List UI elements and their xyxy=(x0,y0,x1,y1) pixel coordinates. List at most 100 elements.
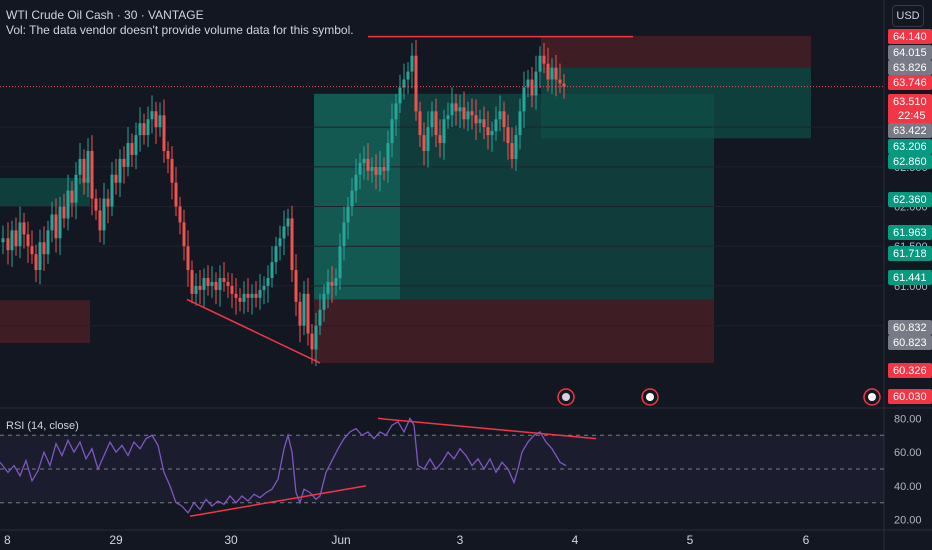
candle-body xyxy=(30,246,34,255)
candle-body xyxy=(502,111,506,128)
time-tick-label: 29 xyxy=(109,533,123,547)
currency-button[interactable]: USD xyxy=(892,5,924,27)
candle-body xyxy=(542,55,546,64)
price-tag-label: 61.718 xyxy=(893,248,927,260)
candle-body xyxy=(254,293,258,298)
candle-body xyxy=(510,143,514,159)
price-tag-bg xyxy=(888,94,932,124)
candle-body xyxy=(154,111,158,128)
flag-icon-core xyxy=(868,393,876,401)
price-tag: 60.823 xyxy=(888,335,932,350)
candle-body xyxy=(482,119,486,128)
candle-body xyxy=(378,166,382,175)
rsi-title: RSI (14, close) xyxy=(6,420,79,432)
price-tag: 61.963 xyxy=(888,225,932,240)
price-tag-bg xyxy=(888,270,932,285)
candle-body xyxy=(58,206,62,239)
candle-body xyxy=(322,293,326,310)
candle-body xyxy=(494,119,498,132)
price-tag-label: 60.326 xyxy=(893,365,927,377)
candle-body xyxy=(222,277,226,282)
candle-body xyxy=(138,123,142,136)
candle-body xyxy=(366,158,370,171)
price-tag-label: 60.030 xyxy=(893,391,927,403)
candle-body xyxy=(78,158,82,175)
candle-body xyxy=(14,230,18,247)
candle-body xyxy=(478,119,482,124)
candle-body xyxy=(546,63,550,80)
rsi-tick-label: 80.00 xyxy=(894,413,922,425)
candle-body xyxy=(550,67,554,80)
candle-body xyxy=(46,230,50,255)
candle-body xyxy=(186,246,190,271)
price-trendline xyxy=(186,298,321,364)
candle-body xyxy=(182,222,186,247)
price-tag-bg xyxy=(888,29,932,44)
candle-body xyxy=(234,293,238,298)
rsi-tick-label: 40.00 xyxy=(894,481,922,493)
flag-icon xyxy=(863,388,881,406)
candle-body xyxy=(490,131,494,136)
candle-body xyxy=(390,119,394,144)
candle-body xyxy=(446,115,450,120)
candle-body xyxy=(174,182,178,207)
candle-body xyxy=(86,150,90,183)
price-tag: 62.360 xyxy=(888,192,932,207)
candle-body xyxy=(178,206,182,223)
candle-body xyxy=(406,71,410,80)
candle-body xyxy=(118,158,122,183)
time-tick-label: 8 xyxy=(4,533,11,547)
candle-body xyxy=(318,309,322,326)
price-tag-label: 61.441 xyxy=(893,272,927,284)
candle-body xyxy=(498,111,502,120)
entry-highlight xyxy=(314,93,400,300)
lightning-icon-core xyxy=(562,393,570,401)
candle-body xyxy=(298,301,302,326)
candle-body xyxy=(126,143,130,167)
price-tag: 60.832 xyxy=(888,320,932,335)
price-tag-bg xyxy=(888,246,932,261)
candle-body xyxy=(306,293,310,334)
candle-body xyxy=(562,83,566,87)
price-tag-label: 63.510 xyxy=(893,96,927,108)
candle-body xyxy=(278,238,282,247)
candle-body xyxy=(522,87,526,112)
price-tag: 61.441 xyxy=(888,270,932,285)
candle-body xyxy=(238,297,242,302)
candle-body xyxy=(558,79,562,84)
flag-icon xyxy=(641,388,659,406)
candle-body xyxy=(418,111,422,136)
candle-body xyxy=(262,285,266,290)
candle-body xyxy=(362,158,366,163)
candle-body xyxy=(218,277,222,290)
long-stop-zone-1 xyxy=(0,300,90,344)
candle-body xyxy=(338,246,342,278)
candle-body xyxy=(114,174,118,183)
candle-body xyxy=(414,55,418,112)
candle-body xyxy=(274,246,278,263)
candle-body xyxy=(530,79,534,96)
candle-body xyxy=(386,143,390,171)
candle-body xyxy=(10,230,14,251)
candle-body xyxy=(22,222,26,235)
time-tick-label: 6 xyxy=(803,533,810,547)
candle-body xyxy=(266,277,270,286)
candle-body xyxy=(410,55,414,72)
candle-body xyxy=(462,107,466,120)
price-tag-bg xyxy=(888,123,932,138)
candle-body xyxy=(70,190,74,203)
candle-body xyxy=(42,242,46,255)
candle-body xyxy=(34,254,38,271)
candle-body xyxy=(370,166,374,171)
price-tag-label: 62.360 xyxy=(893,194,927,206)
candle-body xyxy=(442,119,446,144)
candle-body xyxy=(474,115,478,124)
candle-body xyxy=(526,79,530,88)
candle-body xyxy=(330,281,334,286)
time-tick-label: 4 xyxy=(572,533,579,547)
price-tag-bg xyxy=(888,363,932,378)
candle-body xyxy=(538,55,542,72)
price-tag-label: 63.206 xyxy=(893,141,927,153)
price-tag: 64.140 xyxy=(888,29,932,44)
